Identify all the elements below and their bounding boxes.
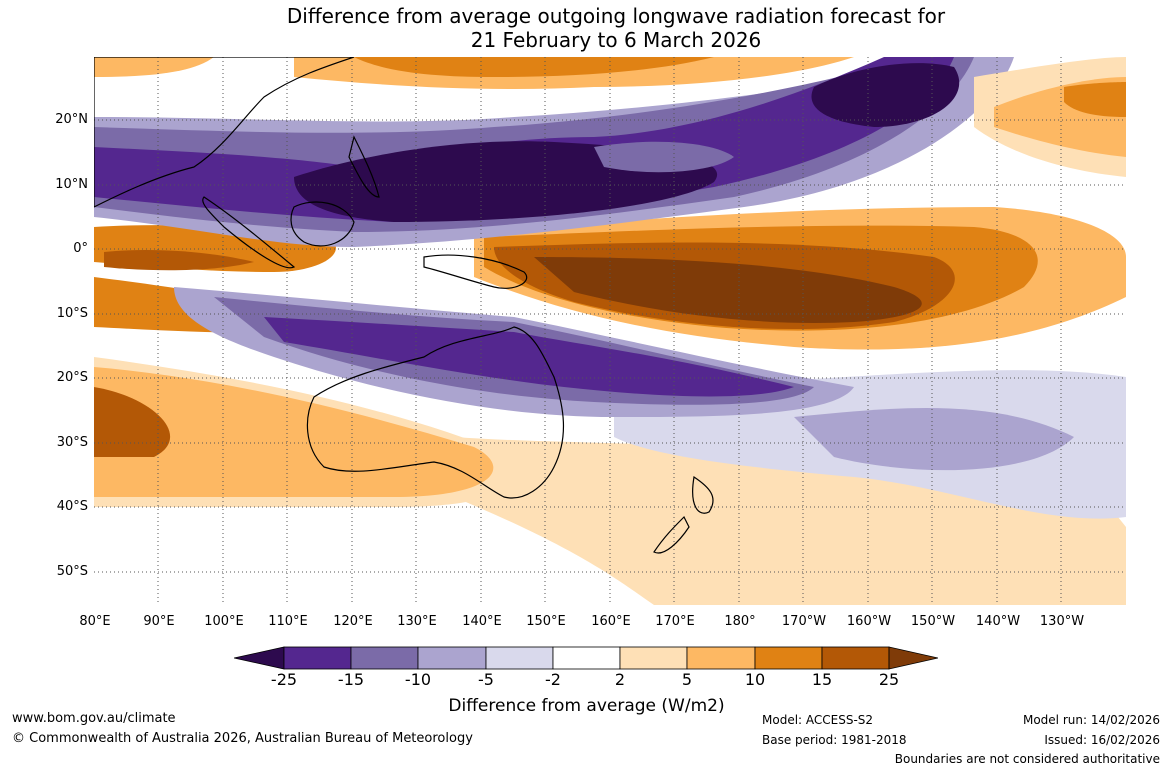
lat-label: 10°S bbox=[56, 306, 88, 321]
colorbar-tick-label: 10 bbox=[744, 670, 766, 689]
lat-label: 0° bbox=[73, 241, 88, 256]
lon-label: 120°E bbox=[333, 614, 373, 629]
colorbar-swatch bbox=[283, 646, 352, 670]
lon-label: 130°W bbox=[1039, 614, 1085, 629]
lon-label: 160°E bbox=[591, 614, 631, 629]
model-name: Model: ACCESS-S2 bbox=[762, 713, 874, 727]
lon-label: 90°E bbox=[143, 614, 175, 629]
asia-coastline bbox=[94, 57, 355, 208]
boundaries-disclaimer: Boundaries are not considered authoritat… bbox=[894, 752, 1160, 766]
olr-anomaly-map[interactable] bbox=[94, 57, 1126, 605]
lat-label: 50°S bbox=[56, 564, 88, 579]
base-period: Base period: 1981-2018 bbox=[762, 733, 907, 747]
lon-label: 150°W bbox=[910, 614, 956, 629]
lat-label: 10°N bbox=[55, 177, 88, 192]
lon-label: 170°E bbox=[655, 614, 695, 629]
lat-label: 40°S bbox=[56, 499, 88, 514]
colorbar-swatch bbox=[552, 646, 621, 670]
nz-south-island bbox=[653, 515, 690, 554]
colorbar-tick-label: 15 bbox=[811, 670, 833, 689]
lon-label: 130°E bbox=[397, 614, 437, 629]
colorbar-tick-label: 5 bbox=[681, 670, 693, 689]
philippines-coastline bbox=[348, 135, 380, 198]
colorbar-swatch-min bbox=[234, 646, 285, 670]
graticule bbox=[94, 57, 1126, 605]
colorbar-tick-label: 25 bbox=[878, 670, 900, 689]
lat-label: 30°S bbox=[56, 435, 88, 450]
lat-label: 20°S bbox=[56, 370, 88, 385]
colorbar-swatch bbox=[619, 646, 688, 670]
lat-label: 20°N bbox=[55, 112, 88, 127]
colorbar-title: Difference from average (W/m2) bbox=[448, 696, 725, 716]
colorbar-swatch-max bbox=[888, 646, 938, 670]
lon-label: 80°E bbox=[79, 614, 111, 629]
anomaly-fields bbox=[94, 57, 1126, 605]
lon-label: 110°E bbox=[268, 614, 308, 629]
lon-label: 140°E bbox=[462, 614, 502, 629]
colorbar bbox=[234, 646, 938, 670]
website-link[interactable]: www.bom.gov.au/climate bbox=[12, 711, 176, 726]
colorbar-swatch bbox=[754, 646, 823, 670]
copyright-text: © Commonwealth of Australia 2026, Austra… bbox=[12, 731, 473, 746]
colorbar-tick-label: -25 bbox=[270, 670, 298, 689]
australia-coastline bbox=[306, 326, 564, 499]
sumatra-coastline bbox=[202, 196, 296, 269]
lon-label: 100°E bbox=[204, 614, 244, 629]
colorbar-tick-label: -10 bbox=[404, 670, 432, 689]
lon-label: 170°W bbox=[781, 614, 827, 629]
lon-label: 180° bbox=[724, 614, 756, 629]
colorbar-tick-label: 2 bbox=[614, 670, 626, 689]
lon-label: 160°W bbox=[846, 614, 892, 629]
colorbar-swatch bbox=[350, 646, 419, 670]
coastlines bbox=[94, 57, 714, 554]
title-line-2: 21 February to 6 March 2026 bbox=[470, 28, 762, 52]
colorbar-tick-label: -5 bbox=[478, 670, 494, 689]
nz-north-island bbox=[692, 475, 714, 514]
colorbar-tick-label: -2 bbox=[545, 670, 561, 689]
colorbar-swatch bbox=[485, 646, 554, 670]
lon-label: 140°W bbox=[975, 614, 1021, 629]
colorbar-swatch bbox=[821, 646, 890, 670]
colorbar-tick-label: -15 bbox=[337, 670, 365, 689]
colorbar-swatch bbox=[417, 646, 487, 670]
issued-date: Issued: 16/02/2026 bbox=[1044, 733, 1160, 747]
model-run-date: Model run: 14/02/2026 bbox=[1022, 713, 1160, 727]
lon-label: 150°E bbox=[526, 614, 566, 629]
colorbar-swatch bbox=[686, 646, 756, 670]
title-line-1: Difference from average outgoing longwav… bbox=[286, 4, 946, 28]
chart-title: Difference from average outgoing longwav… bbox=[0, 4, 1173, 52]
map-svg bbox=[94, 57, 1126, 605]
borneo-coastline bbox=[290, 201, 355, 247]
new-guinea-coastline bbox=[423, 254, 528, 289]
